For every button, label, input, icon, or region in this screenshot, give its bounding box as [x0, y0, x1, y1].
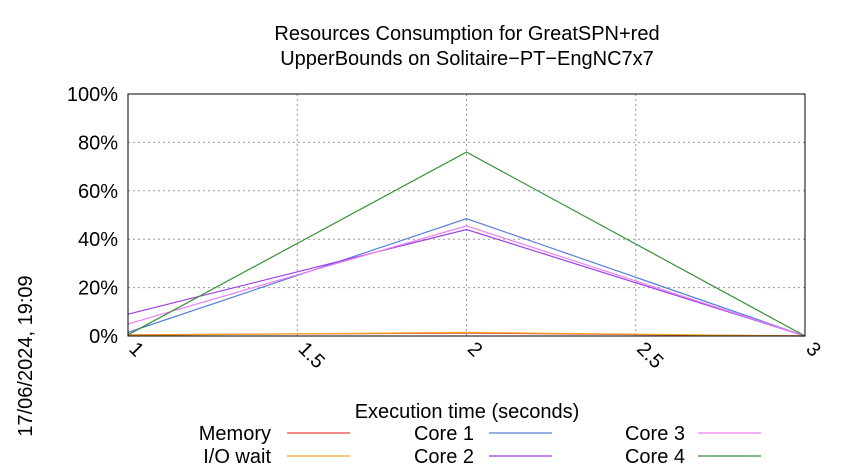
y-tick-label: 60% [78, 181, 118, 203]
x-axis-ticks: 1 1.5 2 2.5 3 [124, 338, 824, 373]
x-tick-label: 1.5 [294, 338, 329, 373]
y-tick-label: 0% [89, 326, 118, 348]
series-line-core-1 [127, 217, 806, 337]
x-tick-label: 3 [801, 338, 824, 361]
x-tick-label: 2.5 [632, 338, 667, 373]
legend-label: Memory [199, 423, 271, 445]
y-tick-label: 100% [67, 84, 118, 106]
legend-label: I/O wait [203, 446, 271, 468]
series-line-core-4 [127, 151, 806, 337]
legend-label: Core 4 [625, 446, 685, 468]
chart-title-line-2: UpperBounds on Solitaire−PT−EngNC7x7 [280, 48, 654, 70]
legend-label: Core 3 [625, 423, 685, 445]
x-axis-label: Execution time (seconds) [355, 401, 580, 423]
chart-title-line-1: Resources Consumption for GreatSPN+red [274, 23, 659, 45]
timestamp: 17/06/2024, 19:09 [15, 275, 37, 436]
x-tick-label: 2 [463, 338, 486, 361]
series-line-i-o-wait [127, 331, 806, 337]
grid [127, 93, 806, 337]
y-tick-label: 40% [78, 229, 118, 251]
legend-label: Core 1 [414, 423, 474, 445]
series-lines [127, 151, 806, 337]
series-line-core-3 [127, 225, 806, 337]
y-tick-label: 20% [78, 278, 118, 300]
y-axis-ticks: 0% 20% 40% 60% 80% 100% [67, 84, 118, 348]
x-tick-label: 1 [124, 338, 147, 361]
y-tick-label: 80% [78, 132, 118, 154]
plot-border [127, 93, 806, 337]
legend-label: Core 2 [414, 446, 474, 468]
series-line-core-2 [127, 228, 806, 337]
